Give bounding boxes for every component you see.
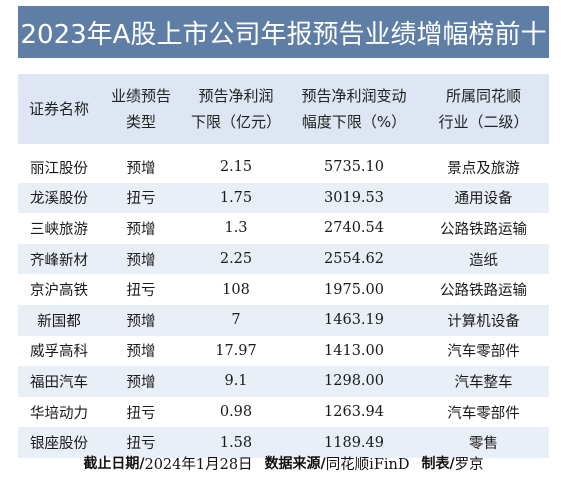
header-security-name: 证券名称 bbox=[18, 74, 100, 144]
page-title: 2023年A股上市公司年报预告业绩增幅榜前十 bbox=[18, 6, 549, 58]
net-profit-lower-cell: 7 bbox=[231, 312, 241, 329]
change-lower-cell: 1463.19 bbox=[324, 312, 384, 329]
security-name-cell: 银座股份 bbox=[30, 436, 88, 453]
net-profit-lower-cell: 0.98 bbox=[219, 404, 253, 421]
industry-cell: 零售 bbox=[469, 436, 498, 453]
header-forecast-type: 业绩预告 类型 bbox=[100, 74, 182, 144]
forecast-type-cell: 预增 bbox=[126, 374, 156, 391]
header-industry: 所属同花顺行业（二级） bbox=[418, 74, 549, 144]
change-lower-cell: 1263.94 bbox=[324, 404, 384, 421]
table-row: 新国都 预增 7 1463.19 计算机设备 bbox=[18, 304, 549, 336]
table-row: 三峡旅游 预增 1.3 2740.54 公路铁路运输 bbox=[18, 213, 549, 244]
table-header: 证券名称 业绩预告 类型 预告净利润 下限（亿元） 预告净利润变动 幅度下限（%） 所属同花顺… bbox=[18, 74, 549, 144]
forecast-type-cell: 预增 bbox=[126, 160, 156, 177]
industry-cell: 公路铁路运输 bbox=[440, 283, 527, 300]
forecast-type-cell: 预增 bbox=[126, 252, 156, 269]
change-lower-cell: 1189.49 bbox=[324, 434, 384, 451]
industry-cell: 公路铁路运输 bbox=[440, 221, 527, 238]
table-row: 银座股份 扭亏 1.58 1189.49 零售 bbox=[18, 427, 549, 458]
table-row: 华培动力 扭亏 0.98 1263.94 汽车零部件 bbox=[18, 397, 549, 428]
security-name-cell: 威孚高科 bbox=[30, 344, 88, 361]
header-line: 预告净利润变动 bbox=[301, 87, 407, 105]
source-label: 数据来源/ bbox=[264, 456, 326, 472]
industry-cell: 汽车零部件 bbox=[447, 344, 520, 361]
table-row: 丽江股份 预增 2.15 5735.10 景点及旅游 bbox=[18, 152, 549, 183]
maker-label: 制表/ bbox=[421, 456, 455, 472]
change-lower-cell: 5735.10 bbox=[324, 159, 384, 176]
table-row: 京沪高铁 扭亏 108 1975.00 公路铁路运输 bbox=[18, 274, 549, 305]
change-lower-cell: 1975.00 bbox=[324, 281, 384, 298]
header-line: 所属同花顺 bbox=[445, 87, 521, 105]
forecast-type-cell: 预增 bbox=[126, 313, 156, 330]
table-row: 福田汽车 预增 9.1 1298.00 汽车整车 bbox=[18, 366, 549, 397]
security-name-cell: 齐峰新材 bbox=[30, 252, 88, 269]
industry-cell: 汽车整车 bbox=[454, 374, 513, 391]
maker-value: 罗京 bbox=[454, 456, 484, 473]
security-name-cell: 京沪高铁 bbox=[30, 283, 88, 300]
header-line: 类型 bbox=[125, 113, 156, 131]
table-body: 丽江股份 预增 2.15 5735.10 景点及旅游 龙溪股份 扭亏 1.75 3019.53 通… bbox=[18, 152, 549, 458]
change-lower-cell: 2740.54 bbox=[324, 220, 384, 237]
forecast-type-cell: 扭亏 bbox=[126, 436, 156, 453]
forecast-type-cell: 预增 bbox=[126, 344, 156, 361]
forecast-type-cell: 扭亏 bbox=[126, 283, 156, 300]
date-value: 2024年1月28日 bbox=[144, 456, 253, 473]
change-lower-cell: 1413.00 bbox=[324, 342, 384, 359]
security-name-cell: 新国都 bbox=[37, 313, 81, 330]
net-profit-lower-cell: 2.25 bbox=[219, 251, 253, 268]
header-line: 下限（亿元） bbox=[190, 113, 281, 131]
security-name-cell: 三峡旅游 bbox=[30, 221, 88, 238]
header-line: 行业（二级） bbox=[438, 113, 529, 131]
header-change-lower: 预告净利润变动 幅度下限（%） bbox=[290, 74, 418, 144]
net-profit-lower-cell: 2.15 bbox=[219, 159, 253, 176]
forecast-type-cell: 预增 bbox=[126, 221, 156, 238]
industry-cell: 景点及旅游 bbox=[447, 160, 520, 177]
security-name-cell: 福田汽车 bbox=[30, 374, 88, 391]
industry-cell: 造纸 bbox=[469, 252, 498, 269]
table-row: 龙溪股份 扭亏 1.75 3019.53 通用设备 bbox=[18, 182, 549, 214]
net-profit-lower-cell: 17.97 bbox=[215, 342, 257, 359]
header-line: 证券名称 bbox=[28, 100, 89, 118]
header-line: 幅度下限（%） bbox=[301, 113, 407, 131]
net-profit-lower-cell: 108 bbox=[222, 281, 250, 298]
footer-credits: 截止日期/ 2024年1月28日 数据来源/ 同花顺iFinD 制表/ 罗京 bbox=[18, 450, 549, 476]
net-profit-lower-cell: 1.75 bbox=[219, 189, 253, 206]
forecast-type-cell: 扭亏 bbox=[126, 405, 156, 422]
header-line: 业绩预告 bbox=[110, 87, 171, 105]
security-name-cell: 龙溪股份 bbox=[30, 191, 88, 208]
table-row: 威孚高科 预增 17.97 1413.00 汽车零部件 bbox=[18, 336, 549, 367]
change-lower-cell: 1298.00 bbox=[324, 373, 384, 390]
net-profit-lower-cell: 1.3 bbox=[224, 220, 248, 237]
date-label: 截止日期/ bbox=[83, 456, 145, 472]
header-net-profit-lower: 预告净利润下限（亿元） bbox=[182, 74, 290, 144]
header-line: 预告净利润 bbox=[198, 87, 274, 105]
security-name-cell: 华培动力 bbox=[30, 405, 88, 422]
ranking-table: 证券名称 业绩预告 类型 预告净利润 下限（亿元） 预告净利润变动 幅度下限（%） 所属同花顺… bbox=[18, 74, 549, 458]
net-profit-lower-cell: 1.58 bbox=[219, 434, 253, 451]
source-value: 同花顺iFinD bbox=[325, 456, 410, 473]
net-profit-lower-cell: 9.1 bbox=[224, 373, 248, 390]
table-row: 齐峰新材 预增 2.25 2554.62 造纸 bbox=[18, 243, 549, 275]
security-name-cell: 丽江股份 bbox=[30, 160, 88, 177]
change-lower-cell: 3019.53 bbox=[324, 189, 384, 206]
industry-cell: 通用设备 bbox=[454, 191, 513, 208]
industry-cell: 计算机设备 bbox=[447, 313, 520, 330]
industry-cell: 汽车零部件 bbox=[447, 405, 520, 422]
change-lower-cell: 2554.62 bbox=[324, 251, 384, 268]
forecast-type-cell: 扭亏 bbox=[126, 191, 156, 208]
